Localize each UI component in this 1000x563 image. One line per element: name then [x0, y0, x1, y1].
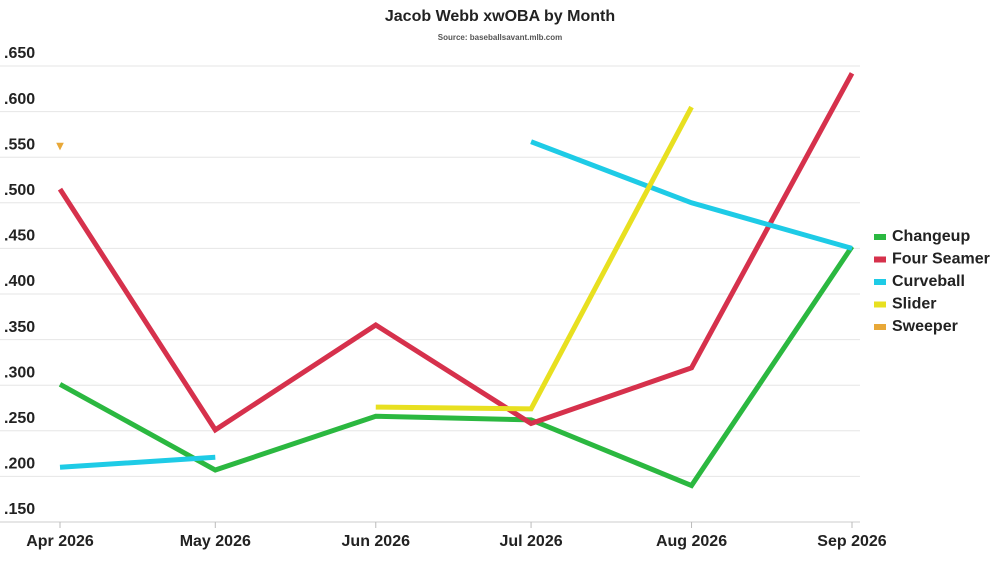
x-tick-label: Sep 2026	[817, 533, 886, 550]
y-tick-label: .200	[4, 456, 35, 473]
y-tick-label: .300	[4, 364, 35, 381]
legend-label: Changeup	[892, 228, 970, 245]
y-tick-label: .400	[4, 273, 35, 290]
legend-label: Sweeper	[892, 318, 958, 335]
legend-label: Slider	[892, 296, 936, 313]
series-line	[57, 72, 855, 434]
x-tick-label: Aug 2026	[656, 533, 727, 550]
y-tick-label: .500	[4, 182, 35, 199]
y-tick-label: .550	[4, 136, 35, 153]
chart-title: Jacob Webb xwOBA by Month	[385, 8, 615, 25]
series-line	[58, 245, 855, 489]
legend-swatch	[874, 234, 886, 240]
x-tick-label: Jul 2026	[499, 533, 562, 550]
legend-swatch	[874, 256, 886, 263]
series-line	[375, 105, 694, 412]
legend-label: Four Seamer	[892, 251, 990, 268]
x-tick-label: May 2026	[180, 533, 251, 550]
y-tick-label: .250	[4, 410, 35, 427]
y-tick-label: .450	[4, 228, 35, 245]
x-tick-label: Jun 2026	[342, 533, 411, 550]
legend-label: Curveball	[892, 273, 965, 290]
legend-swatch	[874, 324, 886, 330]
chart-subtitle: Source: baseballsavant.mlb.com	[438, 33, 563, 42]
y-tick-label: .600	[4, 91, 35, 108]
y-tick-label: .650	[4, 45, 35, 62]
legend-swatch	[874, 301, 886, 308]
y-tick-label: .150	[4, 501, 35, 518]
series-line	[56, 142, 64, 151]
y-tick-label: .350	[4, 319, 35, 336]
x-tick-label: Apr 2026	[26, 533, 94, 550]
series-line	[59, 139, 853, 470]
legend-swatch	[874, 279, 886, 285]
